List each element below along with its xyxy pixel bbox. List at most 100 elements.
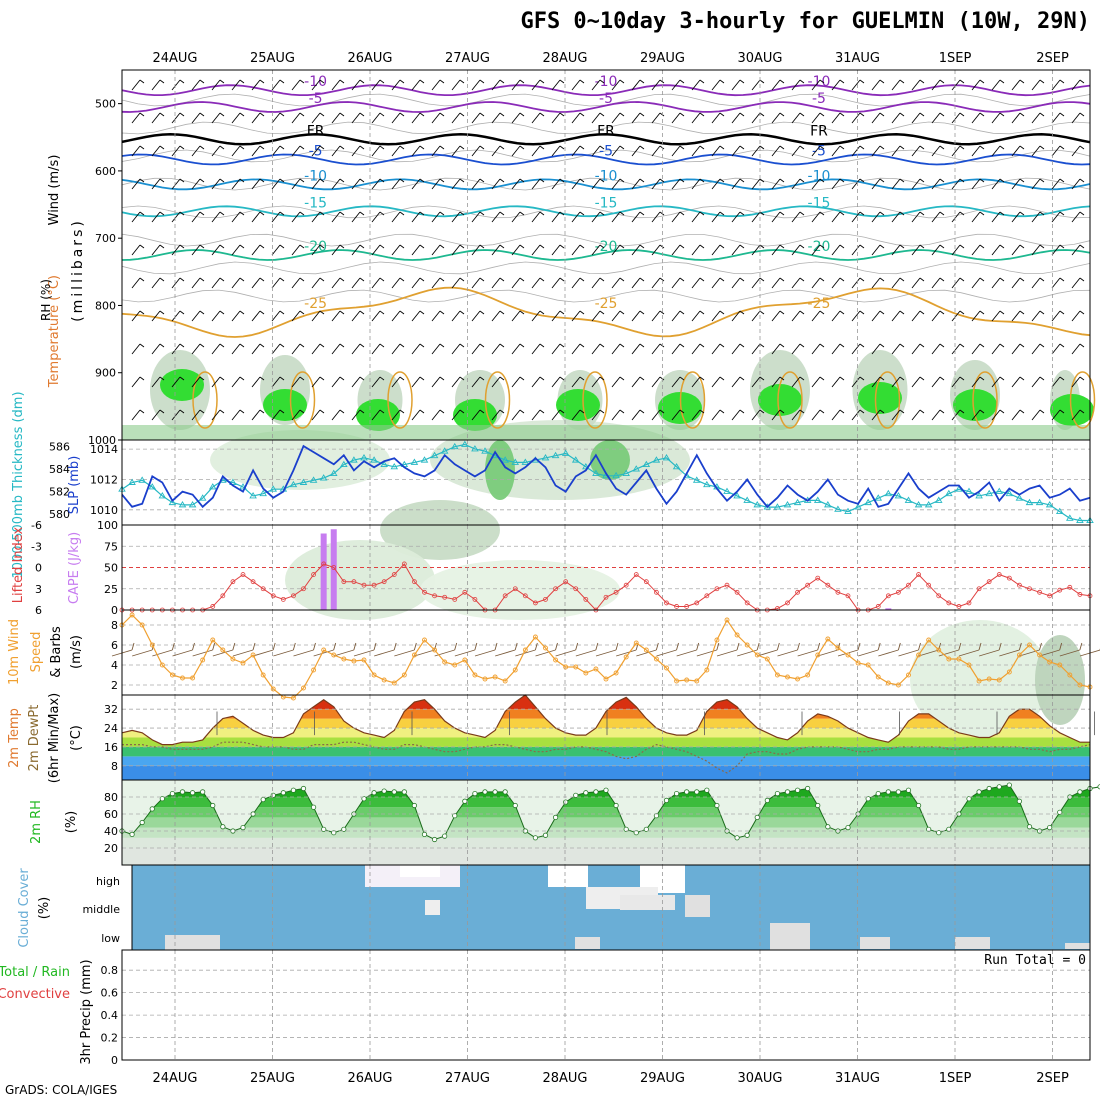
lifted-index-point [795, 589, 800, 595]
wind-barb-flag [479, 310, 485, 315]
rh-band [122, 817, 1090, 828]
lifted-index-point [654, 589, 659, 595]
wind-barb [751, 343, 761, 355]
wind-barb [851, 79, 861, 91]
wind-barb [471, 211, 481, 223]
wind-barb-flag [519, 112, 525, 117]
wind-barb [871, 211, 881, 223]
wind-barb [371, 409, 381, 421]
wind-barb-flag [719, 79, 725, 84]
wind-barb-flag [252, 642, 256, 651]
lifted-index-point [623, 582, 629, 588]
wind-barb [651, 277, 661, 289]
wind-barb-flag [539, 79, 545, 84]
wind-barb-flag [494, 642, 498, 651]
wind-barb [751, 376, 761, 388]
wind-speed-point [442, 659, 448, 665]
wind-barb-flag [399, 145, 405, 150]
wind-barb [918, 649, 939, 657]
wind-barb-flag [839, 244, 845, 249]
wind-barb-flag [619, 145, 625, 150]
wind-barb-flag [739, 409, 745, 414]
thickness-point [1005, 489, 1014, 497]
wind-barb [751, 178, 761, 190]
label-temp-unit: (°C) [69, 725, 84, 751]
label-cloud-cover: Cloud Cover [17, 868, 32, 948]
isotherm-line [121, 286, 1091, 338]
wind-barb [971, 79, 981, 91]
thickness-point [1035, 498, 1044, 506]
thickness-point [592, 469, 600, 477]
wind-barb [791, 409, 801, 421]
wind-barb-flag [799, 112, 805, 117]
wind-barb [1051, 244, 1061, 256]
wind-barb [291, 145, 301, 157]
wind-barb-flag [679, 211, 685, 216]
wind-barb [831, 244, 841, 256]
wind-barb-flag [979, 178, 985, 183]
wind-speed-point [1047, 659, 1053, 665]
rh-band [122, 807, 1090, 818]
wind-barb-flag [439, 145, 445, 150]
wind-barb [771, 79, 781, 91]
wind-barb-flag [539, 145, 545, 150]
wind-barb [511, 211, 521, 223]
wind-barb [611, 376, 621, 388]
wind-barb [451, 112, 461, 124]
wind-speed-point [623, 654, 629, 660]
wind-barb-flag [599, 178, 605, 183]
wind-speed-point [512, 667, 518, 673]
wind-barb [293, 649, 314, 657]
wind-barb-flag [339, 112, 345, 117]
lifted-index-point [704, 593, 710, 599]
thickness-point [208, 483, 217, 490]
wind-barb [311, 112, 321, 124]
wind-barb [1031, 244, 1041, 256]
wind-barb [571, 343, 581, 355]
wind-barb-flag [779, 376, 785, 381]
wind-barb [531, 178, 541, 190]
isotherm-label: -5 [812, 91, 826, 107]
wind-barb [631, 343, 641, 355]
wind-barb [1071, 277, 1081, 289]
wind-barb-flag [539, 112, 545, 117]
wind-barb [771, 244, 781, 256]
wind-barb-flag [299, 211, 305, 216]
wind-barb-flag [1039, 112, 1045, 117]
rh-band-low [122, 848, 1090, 865]
wind-barb [691, 409, 701, 421]
wind-barb [172, 649, 193, 657]
wind-barb [731, 277, 741, 289]
wind-barb-flag [579, 244, 585, 249]
wind-barb-flag [1018, 642, 1022, 651]
wind-barb [211, 310, 221, 322]
wind-barb [571, 277, 581, 289]
wind-barb [911, 343, 921, 355]
wind-barb-flag [239, 145, 245, 150]
wind-barb [151, 310, 161, 322]
top-date-label: 27AUG [445, 51, 490, 66]
pressure-tick-label: 1000 [88, 434, 116, 447]
wind-barb-flag [879, 409, 885, 414]
wind-barb [231, 79, 241, 91]
wind-barb [431, 277, 441, 289]
wind-barb-flag [199, 145, 205, 150]
wind-barb-flag [759, 244, 765, 249]
wind-barb [651, 244, 661, 256]
top-date-label: 30AUG [737, 51, 782, 66]
rh-point [794, 787, 801, 793]
rh-shading [380, 500, 500, 560]
rh-contour-line [121, 149, 1091, 163]
wind-barb [531, 343, 541, 355]
wind-barb-flag [1019, 409, 1025, 414]
wind-barb [511, 112, 521, 124]
wind-barb-flag [259, 244, 265, 249]
wind-speed-point [260, 672, 266, 678]
wind-barb-flag [239, 409, 245, 414]
wind-speed-point [845, 652, 851, 658]
wind-barb [851, 343, 861, 355]
wind-barb [591, 211, 601, 223]
wind-barb-flag [159, 211, 165, 216]
wind-barb [751, 79, 761, 91]
wind-barb [371, 178, 381, 190]
